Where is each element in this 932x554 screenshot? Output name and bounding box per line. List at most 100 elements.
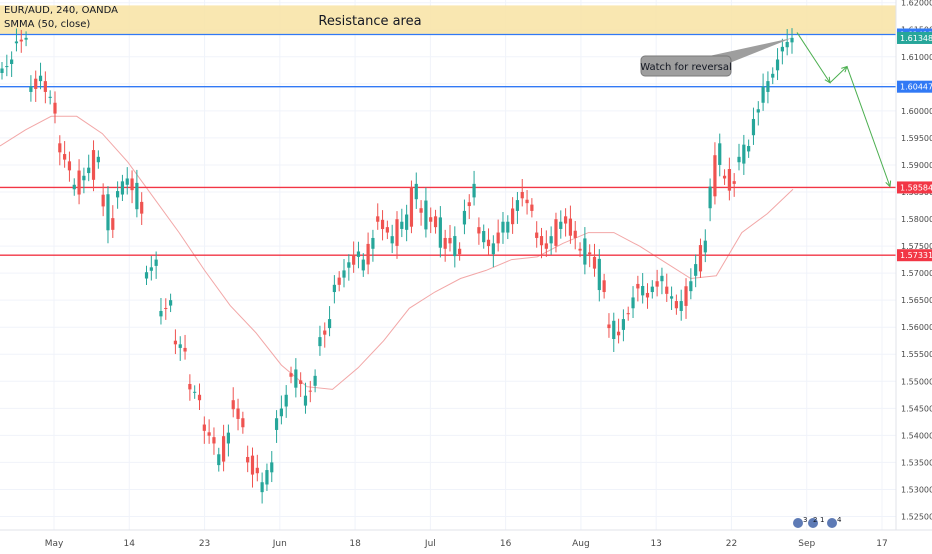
- x-tick-label: Jul: [424, 539, 436, 549]
- events-icon[interactable]: [793, 518, 803, 528]
- candle-body: [400, 221, 404, 229]
- callout-box[interactable]: [640, 55, 732, 77]
- candle-body: [164, 307, 168, 309]
- candle-body: [120, 181, 125, 195]
- candle-body: [771, 73, 775, 78]
- annotation-callout[interactable]: Watch for reversal: [640, 38, 792, 77]
- horizontal-levels[interactable]: [0, 33, 896, 256]
- candle-body: [742, 144, 746, 164]
- candle-body: [669, 296, 674, 299]
- candle-body: [125, 178, 129, 185]
- candle-body: [87, 167, 91, 174]
- candle-body: [405, 214, 409, 230]
- level-price-badge: [897, 249, 932, 262]
- projection-arrowhead: [885, 180, 892, 188]
- candle-body: [443, 237, 447, 249]
- y-tick-label: 1.53000: [901, 485, 932, 494]
- candle-body: [116, 191, 120, 198]
- candle-body: [722, 175, 727, 179]
- candle-body: [303, 395, 308, 406]
- candle-body: [0, 68, 4, 74]
- candle-body: [342, 270, 346, 278]
- candle-body: [650, 286, 654, 293]
- candle-body: [448, 237, 452, 244]
- candle-body: [496, 232, 500, 244]
- candle-body: [761, 86, 765, 103]
- candle-body: [279, 408, 283, 417]
- candlesticks[interactable]: [0, 28, 794, 504]
- candle-body: [34, 78, 38, 89]
- candle-body: [19, 39, 23, 42]
- candle-body: [347, 262, 351, 268]
- candle-body: [438, 217, 442, 248]
- candle-body: [313, 375, 317, 386]
- candle-body: [226, 432, 231, 444]
- candle-body: [458, 248, 462, 255]
- candle-body: [501, 221, 505, 233]
- candle-body: [645, 292, 650, 298]
- candle-body: [221, 436, 226, 462]
- resistance-zone-label: Resistance area: [318, 14, 421, 29]
- candle-body: [289, 373, 293, 377]
- indicator-label: SMMA (50, close): [4, 19, 91, 30]
- status-badge-c: 1: [820, 516, 824, 524]
- x-tick-label: 22: [726, 539, 737, 549]
- y-tick-label: 1.56000: [901, 323, 932, 332]
- x-tick-label: 13: [650, 539, 661, 549]
- resistance-zone: [0, 5, 896, 35]
- candle-body: [641, 286, 645, 296]
- candle-body: [29, 86, 33, 92]
- y-tick-label: 1.55500: [901, 350, 932, 359]
- candle-body: [583, 238, 587, 265]
- candle-body: [178, 344, 182, 348]
- events-icon[interactable]: [808, 518, 818, 528]
- y-tick-label: 1.57000: [901, 269, 932, 278]
- candle-body: [236, 408, 240, 419]
- candle-body: [395, 219, 399, 246]
- candle-body: [106, 194, 110, 231]
- candle-body: [530, 204, 534, 211]
- candle-body: [660, 275, 664, 282]
- candle-body: [790, 37, 794, 43]
- x-tick-label: 23: [199, 539, 210, 549]
- status-icons[interactable]: 3 2 1 4: [793, 516, 842, 528]
- candle-body: [665, 286, 669, 294]
- level-price-badge: [897, 80, 932, 93]
- events-icon[interactable]: [827, 518, 837, 528]
- candle-body: [318, 337, 322, 347]
- candle-body: [602, 280, 606, 293]
- chart-legend[interactable]: EUR/AUD, 240, OANDA SMMA (50, close): [4, 4, 118, 32]
- candle-body: [149, 267, 153, 271]
- candle-body: [154, 259, 158, 266]
- candle-body: [14, 41, 19, 44]
- last-price-label: 1.61348: [900, 34, 932, 43]
- candle-body: [655, 281, 659, 287]
- candle-body: [703, 240, 707, 253]
- candle-body: [270, 462, 274, 473]
- status-badge-b: 2: [813, 516, 817, 524]
- x-tick-label: Jun: [272, 539, 287, 549]
- candle-body: [77, 170, 81, 195]
- candle-body: [520, 191, 524, 199]
- y-tick-label: 1.60000: [901, 107, 932, 116]
- candle-body: [356, 251, 361, 257]
- last-price-badge: [897, 31, 932, 44]
- candle-body: [38, 75, 43, 82]
- candle-body: [486, 239, 491, 247]
- candle-body: [67, 161, 72, 171]
- candle-body: [698, 245, 703, 272]
- x-tick-label: Aug: [572, 539, 590, 549]
- candle-body: [414, 183, 418, 200]
- x-tick-label: 16: [500, 539, 512, 549]
- time-axis[interactable]: May 14 23 Jun 18 Jul 16 Aug 13 22 Sep 17: [45, 539, 888, 549]
- candle-body: [732, 181, 736, 184]
- level-price-label: 1.58584: [900, 183, 932, 192]
- candle-body: [352, 254, 356, 265]
- projected-path[interactable]: [796, 32, 892, 188]
- candle-body: [202, 424, 206, 431]
- candle-body: [631, 297, 635, 309]
- candle-body: [429, 217, 433, 222]
- candle-body: [636, 283, 640, 289]
